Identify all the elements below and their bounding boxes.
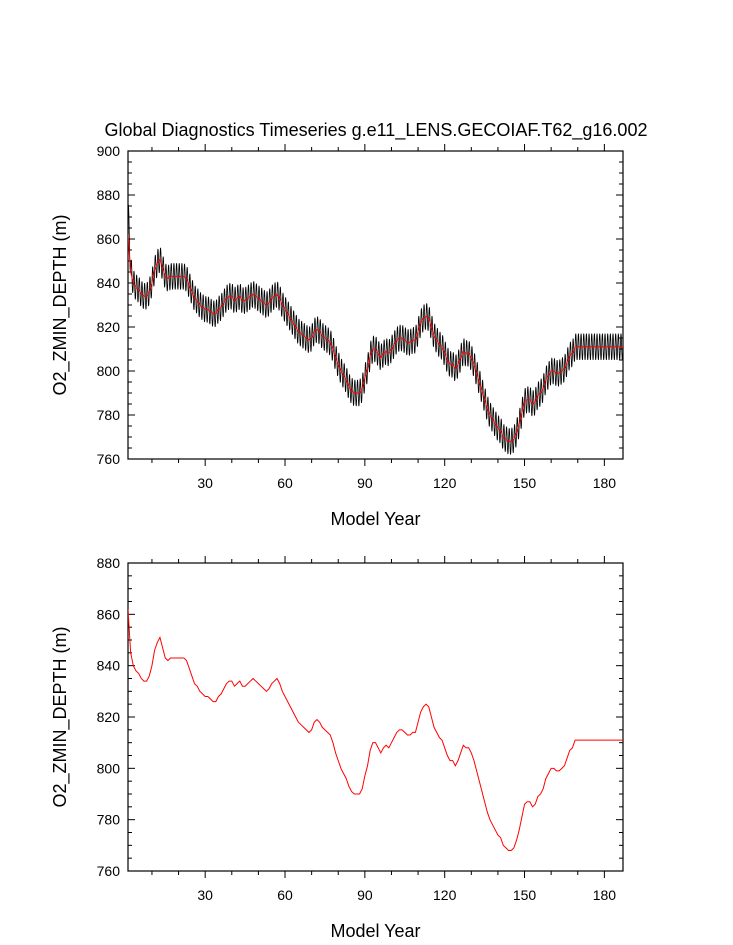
x-tick-label: 120 xyxy=(433,887,457,903)
x-axis-label: Model Year xyxy=(330,921,420,941)
x-tick-label: 90 xyxy=(357,475,373,491)
x-tick-label: 30 xyxy=(197,475,213,491)
top-panel: 760 780 800 820 840 860 880 900 30 60 90 120 150 180 M… xyxy=(50,143,624,529)
x-tick-label: 150 xyxy=(513,887,537,903)
x-tick-label: 180 xyxy=(593,475,617,491)
y-tick-label: 800 xyxy=(97,363,121,379)
x-tick-label: 60 xyxy=(277,475,293,491)
y-tick-label: 820 xyxy=(97,319,121,335)
y-tick-label: 840 xyxy=(97,275,121,291)
y-tick-label: 820 xyxy=(97,709,121,725)
bottom-panel: 760 780 800 820 840 860 880 30 60 90 120 150 180 Mode… xyxy=(50,555,624,941)
x-tick-label: 90 xyxy=(357,887,373,903)
plot-frame xyxy=(127,562,624,872)
y-tick-label: 900 xyxy=(97,143,121,159)
y-tick-label: 760 xyxy=(97,863,121,879)
annual-mean-line xyxy=(128,609,623,851)
y-axis-label: O2_ZMIN_DEPTH (m) xyxy=(50,214,71,395)
monthly-series-line xyxy=(128,203,623,455)
page-title: Global Diagnostics Timeseries g.e11_LENS… xyxy=(105,120,648,141)
y-tick-label: 860 xyxy=(97,606,121,622)
x-tick-label: 60 xyxy=(277,887,293,903)
y-tick-label: 880 xyxy=(97,187,121,203)
y-tick-label: 840 xyxy=(97,658,121,674)
y-tick-label: 780 xyxy=(97,407,121,423)
annual-mean-line xyxy=(128,234,623,442)
x-tick-label: 120 xyxy=(433,475,457,491)
x-axis-label: Model Year xyxy=(330,509,420,529)
x-tick-label: 30 xyxy=(197,887,213,903)
x-tick-label: 180 xyxy=(593,887,617,903)
y-tick-label: 780 xyxy=(97,812,121,828)
x-tick-label: 150 xyxy=(513,475,537,491)
y-axis-label: O2_ZMIN_DEPTH (m) xyxy=(50,626,71,807)
y-tick-label: 760 xyxy=(97,451,121,467)
y-tick-label: 880 xyxy=(97,555,121,571)
y-tick-label: 860 xyxy=(97,231,121,247)
y-tick-label: 800 xyxy=(97,760,121,776)
